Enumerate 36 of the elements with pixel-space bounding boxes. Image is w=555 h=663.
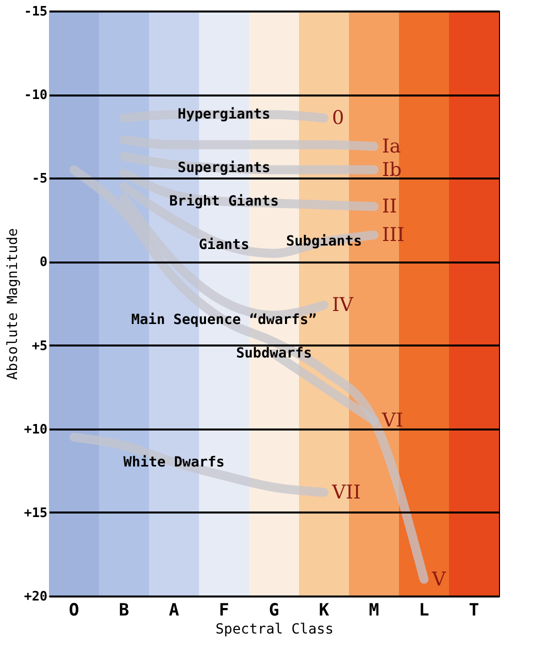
annotation: Main Sequence “dwarfs” [131, 312, 317, 328]
series-label: IV [332, 294, 354, 316]
annotation: Supergiants [178, 160, 270, 176]
y-tick-label: -10 [24, 88, 48, 104]
y-tick-label: +15 [24, 506, 48, 521]
annotation: Hypergiants [178, 106, 270, 123]
annotation: White Dwarfs [123, 454, 225, 470]
x-tick-label: G [268, 600, 280, 620]
y-tick-label: +20 [24, 590, 48, 604]
annotation: Subdwarfs [236, 346, 312, 362]
y-tick-label: 0 [40, 255, 48, 270]
x-axis-title: Spectral Class [215, 622, 334, 638]
series-label: V [431, 568, 446, 590]
y-axis-title: Absolute Magnitude [5, 228, 22, 380]
x-tick-label: O [68, 600, 80, 620]
x-tick-label: F [218, 600, 230, 620]
x-tick-label: L [418, 600, 430, 620]
y-tick-label: -15 [24, 4, 48, 20]
annotation: Bright Giants [169, 194, 279, 210]
y-tick-label: +10 [24, 422, 48, 438]
series-label: 0 [332, 106, 344, 129]
x-tick-label: T [468, 600, 480, 620]
series-label: VII [331, 481, 361, 504]
y-tick-label: +5 [32, 338, 48, 354]
annotation: Giants [198, 237, 250, 253]
series-label: Ia [382, 135, 401, 158]
series-label: II [382, 196, 398, 218]
series-label: III [382, 224, 405, 246]
x-tick-label: B [118, 600, 130, 620]
x-tick-label: M [368, 600, 380, 620]
x-tick-label: A [168, 600, 180, 620]
series-label: VI [381, 410, 404, 432]
series-label: Ib [382, 158, 402, 181]
x-tick-label: K [318, 600, 330, 620]
y-tick-label: -5 [32, 172, 48, 187]
annotation: Subgiants [286, 234, 362, 250]
